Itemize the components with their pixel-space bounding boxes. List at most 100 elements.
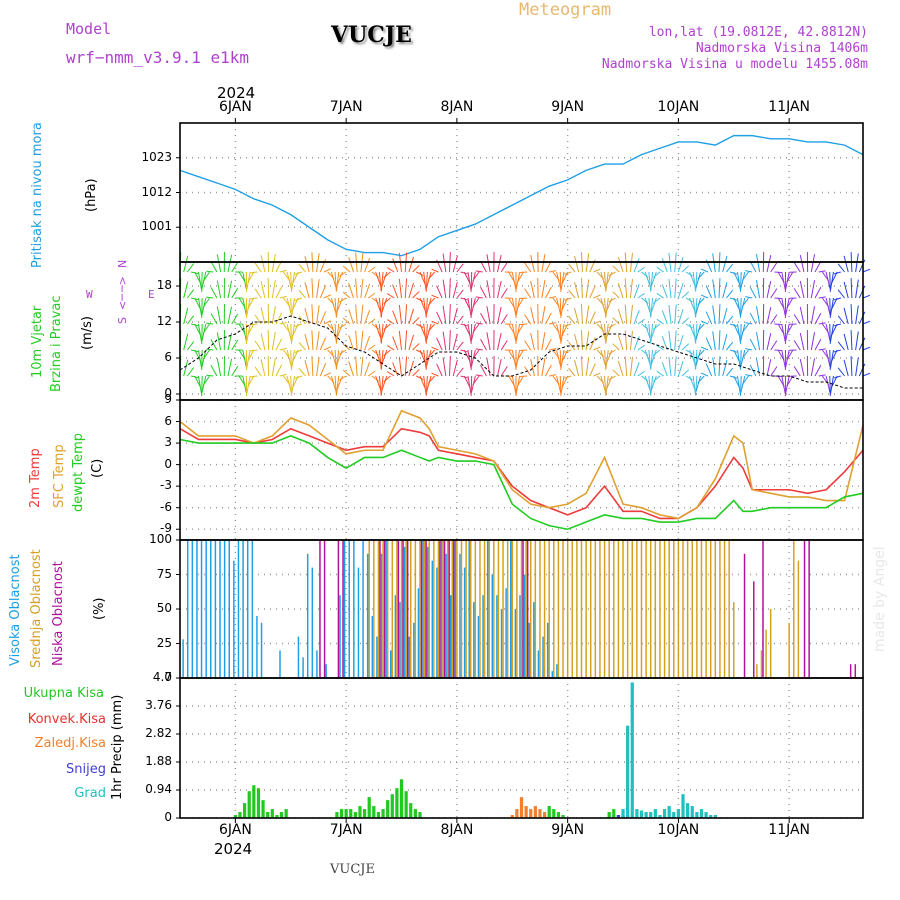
wind-arrow: [330, 349, 337, 366]
wind-arrow: [564, 271, 572, 275]
precip-bar: [367, 797, 371, 818]
wind-arrow: [348, 335, 354, 351]
wind-arrow: [644, 349, 651, 365]
wind-arrow: [460, 271, 468, 275]
wind-arrow: [275, 312, 283, 325]
precip-bar: [630, 682, 634, 818]
precip-bar: [552, 809, 556, 818]
wind-arrow: [830, 271, 838, 284]
wind-arrow: [271, 357, 276, 377]
wind-arrow: [323, 346, 332, 351]
wind-arrow: [408, 282, 414, 299]
wind-arrow: [793, 366, 801, 377]
wind-arrow: [216, 306, 222, 325]
cloud-bar: [709, 540, 712, 678]
wind-arrow: [367, 292, 376, 299]
wind-arrow: [825, 349, 831, 367]
wind-arrow: [580, 278, 583, 299]
wind-arrow: [741, 375, 749, 385]
wind-arrow: [685, 271, 693, 277]
wind-arrow: [564, 297, 572, 301]
wind-arrow: [419, 297, 426, 312]
precip-bar: [556, 812, 561, 818]
temperature-tick-label: -6: [160, 499, 172, 514]
wind-arrow: [700, 268, 709, 273]
wind-arrow: [404, 304, 408, 325]
wind-arrow: [695, 297, 698, 318]
wind-arrow: [695, 323, 698, 344]
wind-arrow: [589, 311, 596, 325]
wind-arrow: [648, 375, 652, 396]
wind-arrow: [290, 323, 292, 344]
wind-arrow: [689, 375, 696, 390]
precip-bar: [713, 815, 717, 818]
wind-arrow: [837, 367, 845, 377]
wind-arrow: [360, 304, 364, 325]
cloud-bar: [534, 540, 537, 678]
wind-arrow: [348, 257, 354, 273]
wind-arrow: [745, 270, 753, 273]
wind-arrow: [480, 338, 487, 351]
day-label-top: 11JAN: [768, 99, 811, 115]
wind-arrow: [650, 375, 657, 391]
precip-bar: [533, 806, 537, 818]
precip-bar: [690, 806, 694, 818]
cloud-bar: [520, 540, 523, 678]
wind-arrow: [227, 254, 233, 273]
cloud-bar: [279, 650, 281, 678]
wind-arrow: [419, 375, 426, 390]
wind-arrow: [383, 375, 391, 383]
wind-arrow: [843, 255, 849, 273]
wind-arrow: [637, 370, 645, 377]
wind-arrow: [697, 297, 705, 306]
wind-arrow: [210, 287, 218, 299]
wind-arrow: [829, 375, 834, 395]
wind-arrow: [697, 375, 705, 384]
wind-arrow: [425, 297, 428, 318]
cloud-bar: [459, 553, 461, 678]
wind-arrow: [286, 349, 292, 367]
wind-arrow: [511, 375, 517, 394]
wind-arrow: [279, 347, 287, 351]
wind-arrow: [705, 337, 713, 351]
wind-arrow: [511, 349, 517, 368]
wind-arrow: [766, 307, 772, 325]
cloud-bar: [414, 540, 417, 678]
wind-arrow: [304, 256, 310, 273]
cloud-bar: [654, 540, 657, 678]
cloud-bar: [386, 540, 389, 678]
wind-arrow: [810, 306, 816, 325]
wind-arrow: [419, 323, 426, 338]
cloud-bar: [465, 540, 467, 678]
cloud-bar: [342, 540, 344, 678]
wind-arrow: [190, 349, 199, 353]
wind-arrow: [290, 349, 292, 370]
wind-arrow: [559, 349, 562, 370]
cloud-bar: [182, 639, 184, 678]
wind-arrow: [480, 286, 487, 299]
wind-arrow: [608, 271, 616, 277]
pressure-tick-label: 1001: [141, 219, 172, 234]
wind-arrow: [275, 286, 283, 299]
wind-arrow: [423, 297, 427, 317]
temp-line-2m: [179, 427, 864, 520]
wind-arrow: [695, 297, 702, 314]
wind-arrow: [650, 271, 654, 292]
wind-arrow: [436, 285, 443, 299]
clouds-tick-label: 50: [156, 601, 172, 615]
wind-arrow: [644, 375, 651, 391]
wind-arrow: [712, 357, 716, 377]
wind-arrow: [829, 349, 834, 369]
cloud-bar: [382, 540, 384, 678]
precip-bar: [676, 809, 681, 818]
wind-arrow: [210, 339, 218, 351]
cloud-bar: [506, 540, 509, 678]
wind-arrow: [589, 363, 596, 377]
wind-arrow: [378, 349, 382, 370]
wind-arrow: [568, 367, 576, 377]
day-label-top: 7JAN: [329, 99, 363, 115]
wind-arrow: [700, 320, 709, 325]
wind-arrow: [605, 323, 609, 343]
wind-arrow: [342, 343, 351, 351]
